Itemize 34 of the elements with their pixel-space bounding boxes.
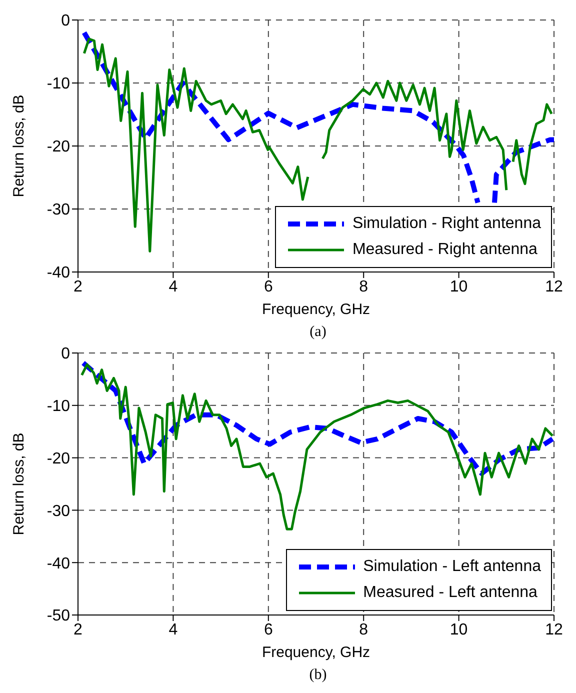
y-tick-label: -30 [46,202,70,219]
y-tick-label: -20 [46,450,70,468]
x-tick-label: 10 [450,621,468,638]
line-series [80,363,554,530]
y-tick-label: -10 [46,76,70,93]
x-tick-label: 10 [450,278,468,296]
x-tick-label: 6 [264,278,273,296]
x-axis-title: Frequency, GHz [262,644,370,661]
y-axis-title: Return loss, dB [10,432,28,536]
text: (a) [308,324,328,341]
x-tick-label: 4 [168,278,178,296]
y-tick-label: 0 [61,346,70,363]
y-tick-label: -20 [46,138,70,156]
x-tick-label: 8 [359,621,368,638]
x-tick-label: 8 [359,278,368,296]
y-axis-title: Return loss, dB [10,94,28,198]
x-tick-label: 2 [74,278,83,296]
y-tick-label: -40 [46,555,70,572]
x-tick-label: 4 [168,621,178,638]
text: (b) [308,667,328,684]
y-tick-label: -30 [46,502,70,520]
legend-label: Simulation - Left antenna [363,558,541,576]
x-axis-title: Frequency, GHz [262,301,370,318]
legend-label: Measured - Right antenna [352,241,538,259]
y-tick-label: -40 [46,264,70,282]
x-tick-label: 12 [545,278,563,296]
legend-label: Measured - Left antenna [363,584,538,602]
y-tick-label: 0 [61,12,70,30]
x-tick-label: 6 [264,621,273,638]
legend-label: Simulation - Right antenna [352,215,541,233]
y-tick-label: -50 [46,608,70,625]
y-tick-label: -10 [46,398,70,416]
x-tick-label: 2 [74,621,83,638]
x-tick-label: 12 [545,621,563,638]
